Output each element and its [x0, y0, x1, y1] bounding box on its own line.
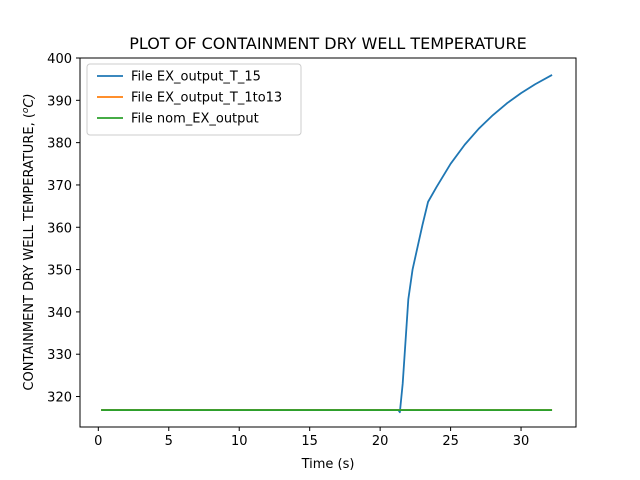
plot-frame — [79, 57, 577, 428]
y-tick-label: 350 — [47, 264, 72, 279]
legend: File EX_output_T_15 File EX_output_T_1to1… — [86, 63, 302, 136]
y-tick-label: 360 — [47, 221, 72, 236]
x-tick-label: 25 — [442, 434, 459, 449]
y-tick-label: 390 — [47, 94, 72, 109]
y-tick-label: 340 — [47, 306, 72, 321]
legend-box — [86, 63, 302, 136]
legend-label-1: File EX_output_T_1to13 — [131, 91, 282, 106]
y-axis-label-unit-sup: o — [21, 107, 31, 113]
y-axis: 320 330 340 350 360 370 380 390 400 — [47, 52, 80, 406]
x-tick-label: 30 — [513, 434, 530, 449]
chart-title: PLOT OF CONTAINMENT DRY WELL TEMPERATURE — [129, 34, 526, 53]
y-axis-label: CONTAINMENT DRY WELL TEMPERATURE, (oC) — [21, 93, 37, 390]
y-tick-label: 320 — [47, 391, 72, 406]
y-tick-label: 380 — [47, 137, 72, 152]
y-tick-label: 330 — [47, 348, 72, 363]
x-tick-label: 0 — [94, 434, 102, 449]
legend-label-2: File nom_EX_output — [131, 112, 259, 127]
plot-series — [101, 74, 553, 414]
x-tick-label: 15 — [301, 434, 318, 449]
x-tick-label: 5 — [165, 434, 173, 449]
y-tick-label: 400 — [47, 52, 72, 67]
x-tick-label: 10 — [231, 434, 248, 449]
y-axis-label-main: CONTAINMENT DRY WELL TEMPERATURE, ( — [22, 113, 37, 390]
x-axis-label: Time (s) — [301, 457, 355, 472]
x-tick-label: 20 — [372, 434, 389, 449]
x-axis: 0 5 10 15 20 25 30 — [94, 427, 529, 449]
y-tick-label: 370 — [47, 179, 72, 194]
y-axis-label-unit-tail: C) — [22, 93, 37, 107]
legend-label-0: File EX_output_T_15 — [131, 70, 261, 85]
